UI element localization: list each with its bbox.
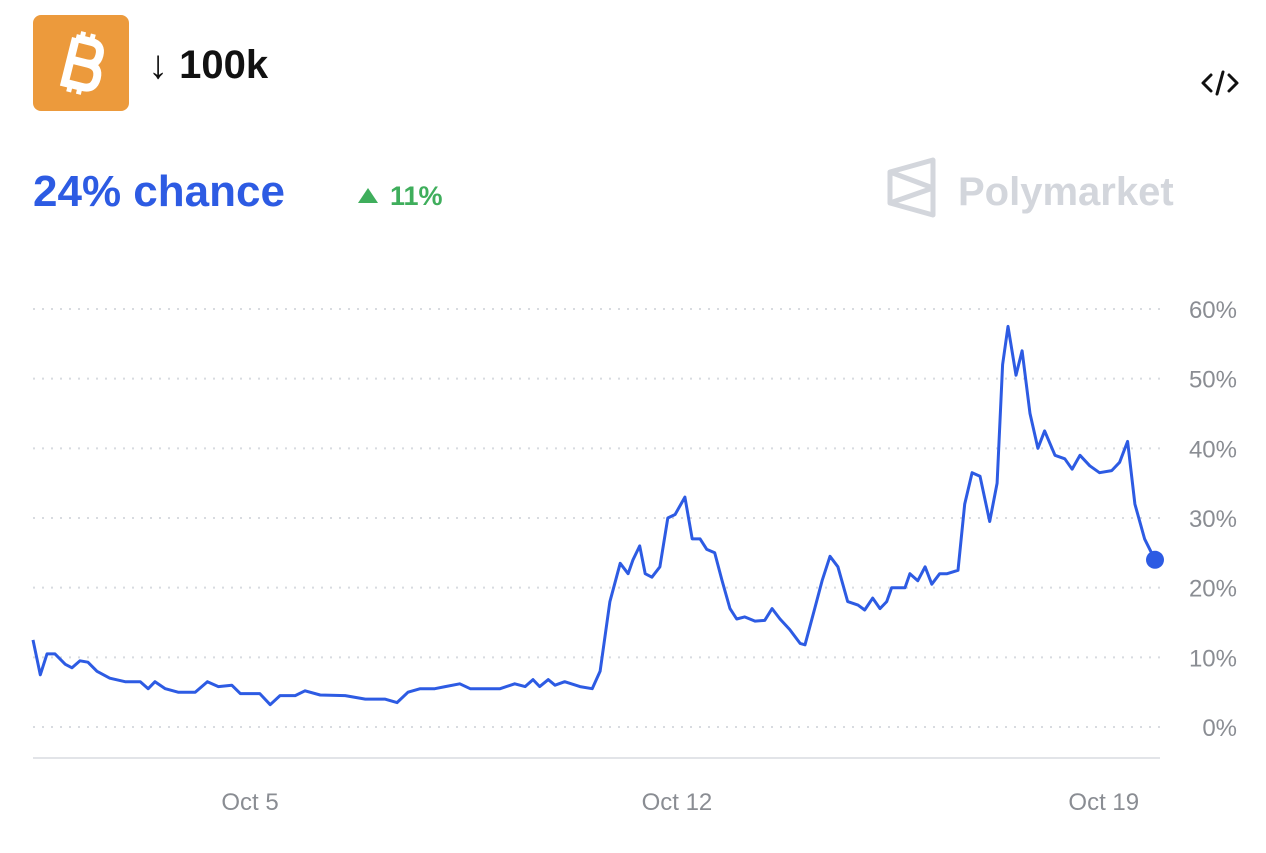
x-tick-label: Oct 12 [642,789,713,816]
x-tick-label: Oct 19 [1068,789,1139,816]
y-tick-label: 0% [1202,715,1237,742]
current-chance: 24% chance [33,167,285,216]
bitcoin-logo [33,15,129,111]
y-tick-label: 20% [1189,576,1237,603]
y-tick-label: 50% [1189,367,1237,394]
y-tick-label: 30% [1189,506,1237,533]
current-point [1146,550,1164,569]
brand-logo [887,157,936,218]
y-tick-label: 40% [1189,436,1237,463]
change: 11% [390,181,443,211]
y-tick-label: 60% [1189,297,1237,324]
embed-button[interactable] [1201,70,1239,96]
y-tick-label: 10% [1189,645,1237,672]
x-tick-label: Oct 5 [221,789,278,816]
price-line [31,324,1157,707]
title: ↓ 100k [148,43,269,87]
brand: Polymarket [958,170,1174,214]
change-icon [358,188,378,203]
